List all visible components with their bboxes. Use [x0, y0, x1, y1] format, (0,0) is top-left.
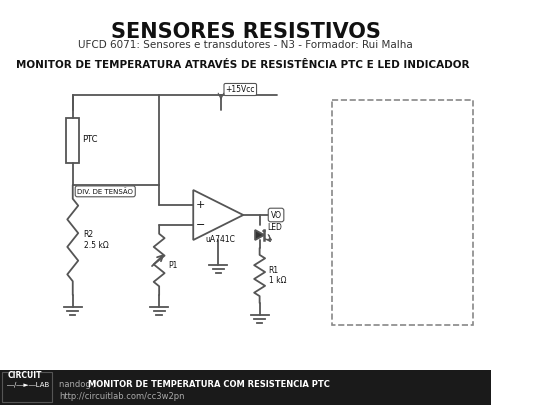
Bar — [0, 370, 491, 405]
Text: UFCD 6071: Sensores e transdutores - N3 - Formador: Rui Malha: UFCD 6071: Sensores e transdutores - N3 … — [78, 40, 413, 50]
Text: −: − — [196, 220, 205, 230]
Text: nandog /: nandog / — [59, 380, 99, 389]
Text: VO: VO — [271, 211, 281, 220]
Text: R1
1 kΩ: R1 1 kΩ — [269, 266, 286, 285]
Bar — [2, 372, 52, 402]
Text: ―∕―►―LAB: ―∕―►―LAB — [7, 381, 50, 387]
Text: SENSORES RESISTIVOS: SENSORES RESISTIVOS — [111, 22, 381, 42]
Bar — [66, 117, 79, 162]
Polygon shape — [255, 230, 264, 240]
FancyBboxPatch shape — [332, 100, 473, 325]
Text: MONITOR DE TEMPERATURA COM RESISTENCIA PTC: MONITOR DE TEMPERATURA COM RESISTENCIA P… — [88, 380, 330, 389]
Text: uA741C: uA741C — [205, 235, 235, 244]
Text: P1: P1 — [168, 260, 178, 269]
Text: MONITOR DE TEMPERATURA ATRAVÉS DE RESISTÊNCIA PTC E LED INDICADOR: MONITOR DE TEMPERATURA ATRAVÉS DE RESIST… — [16, 60, 470, 70]
Text: R2
2.5 kΩ: R2 2.5 kΩ — [84, 230, 109, 250]
Text: PTC: PTC — [82, 136, 97, 145]
Text: +15Vcc: +15Vcc — [226, 85, 255, 94]
Text: +: + — [196, 200, 205, 210]
Text: LED: LED — [267, 223, 282, 232]
Text: http://circuitlab.com/cc3w2pn: http://circuitlab.com/cc3w2pn — [59, 392, 185, 401]
Text: DIV. DE TENSÃO: DIV. DE TENSÃO — [77, 188, 133, 195]
Text: CIRCUIT: CIRCUIT — [7, 371, 42, 380]
Polygon shape — [193, 190, 243, 240]
